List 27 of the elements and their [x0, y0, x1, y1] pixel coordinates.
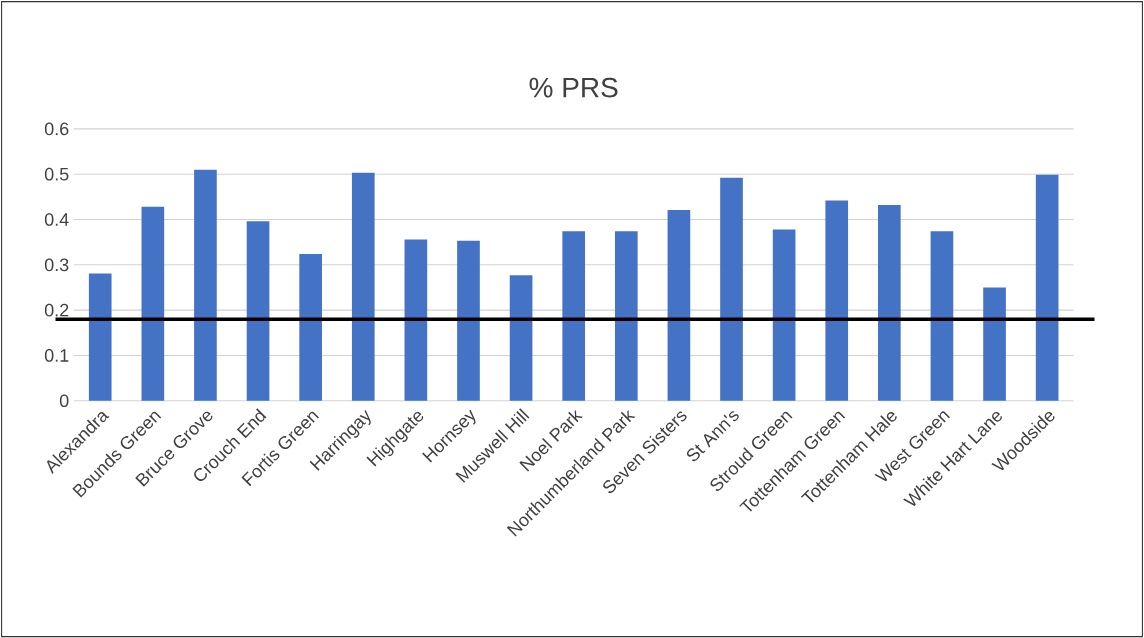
bar: [246, 221, 270, 401]
y-tick-label: 0: [59, 394, 69, 407]
bar: [562, 231, 586, 401]
chart-title: % PRS: [529, 77, 618, 98]
bar: [614, 231, 638, 401]
bar: [509, 275, 533, 401]
y-tick-label: 0.1: [44, 348, 69, 362]
y-tick-label: 0.2: [44, 303, 69, 317]
bar: [1035, 174, 1059, 401]
bar: [141, 206, 165, 401]
bar: [351, 172, 375, 401]
bar: [457, 240, 480, 401]
bar: [878, 204, 901, 401]
bar: [825, 200, 849, 401]
bar: [667, 209, 691, 401]
bar: [404, 239, 428, 401]
y-tick-label: 0.3: [44, 258, 69, 272]
bar: [299, 253, 322, 401]
y-tick-label: 0.6: [44, 122, 69, 136]
y-tick-label: 0.4: [44, 213, 69, 226]
bar: [983, 287, 1006, 401]
bar: [88, 273, 112, 401]
bar: [772, 229, 796, 401]
bar: [720, 177, 743, 401]
bar: [930, 231, 954, 401]
bar: [194, 169, 217, 401]
y-tick-label: 0.5: [44, 167, 69, 181]
